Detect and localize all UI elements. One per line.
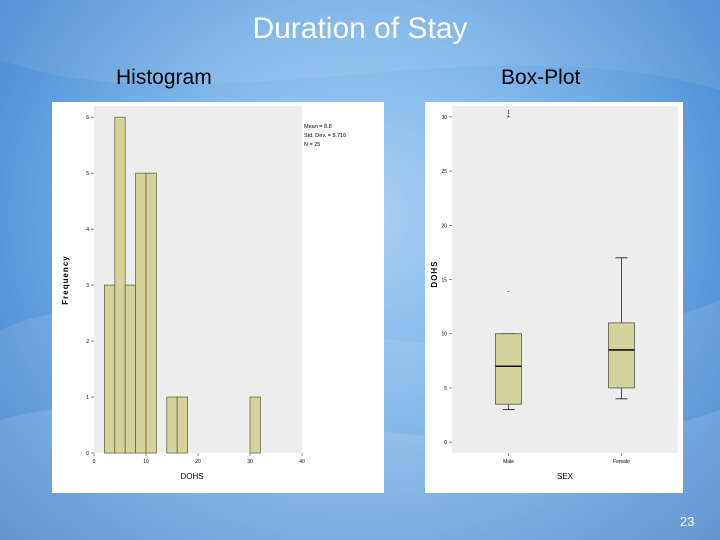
boxplot-panel: 0 5 10 15 20 25 30 Male Female - * 1 SEX DOHS xyxy=(425,102,683,493)
boxplot-y-label: DOHS xyxy=(430,260,439,287)
histogram-y-tick-label: 2 xyxy=(86,339,89,345)
boxplot-y-tick-label: 10 xyxy=(441,332,447,338)
histogram-x-tick-label: 20 xyxy=(195,459,201,465)
histogram-bar-5 xyxy=(166,396,178,454)
histogram-x-tick-label: 30 xyxy=(247,459,253,465)
boxplot-y-tick-label: 15 xyxy=(441,278,447,284)
boxplot-x-label: SEX xyxy=(557,472,574,481)
histogram-y-label: Frequency xyxy=(61,255,70,304)
histogram-bar-2 xyxy=(124,284,136,454)
histogram-y-tick-label: 6 xyxy=(86,115,89,121)
slide-title: Duration of Stay xyxy=(252,12,468,45)
histogram-y-tick-label: 0 xyxy=(86,451,89,457)
histogram-chart: 0 10 20 30 40 0 1 2 3 4 5 6 DOHS Frequency Mean = … xyxy=(61,106,346,481)
histogram-x-tick-label: 0 xyxy=(93,459,96,465)
slide-number: 23 xyxy=(680,514,695,529)
histogram-heading: Histogram xyxy=(116,66,212,89)
boxplot-y-tick-label: 30 xyxy=(441,115,447,121)
boxplot-box-female xyxy=(608,322,635,389)
boxplot-box-male xyxy=(495,333,522,405)
histogram-y-tick-label: 1 xyxy=(86,395,89,401)
boxplot-plot-area xyxy=(452,106,678,453)
boxplot-y-tick-label: 25 xyxy=(441,169,447,175)
histogram-bar-4 xyxy=(145,172,157,454)
histogram-stat-stddev: Std. Dev. = 5.716 xyxy=(304,133,346,139)
boxplot-outlier-label-1: 1 xyxy=(507,110,510,116)
boxplot-y-tick-label: 0 xyxy=(444,440,447,446)
histogram-stat-mean: Mean = 8.8 xyxy=(304,124,332,130)
histogram-x-label: DOHS xyxy=(180,472,203,481)
boxplot-outlier-1: * xyxy=(507,115,510,122)
histogram-bar-3 xyxy=(135,172,147,454)
boxplot-category-label-female: Female xyxy=(613,459,630,465)
histogram-bar-1 xyxy=(114,116,126,454)
boxplot-y-tick-label: 20 xyxy=(441,223,447,229)
histogram-panel: 0 10 20 30 40 0 1 2 3 4 5 6 DOHS Frequency Mean = … xyxy=(52,102,384,493)
histogram-bar-6 xyxy=(176,396,188,454)
histogram-bar-7 xyxy=(249,396,261,454)
boxplot-outlier-0: - xyxy=(507,288,510,295)
boxplot-category-label-male: Male xyxy=(503,459,514,465)
histogram-x-tick-label: 10 xyxy=(143,459,149,465)
histogram-y-tick-label: 4 xyxy=(86,227,89,233)
histogram-y-tick-label: 5 xyxy=(86,171,89,177)
boxplot-heading: Box-Plot xyxy=(501,66,581,89)
boxplot-chart: 0 5 10 15 20 25 30 Male Female - *1 SEX DOHS xyxy=(430,106,678,481)
boxplot-y-tick-label: 5 xyxy=(444,386,447,392)
histogram-bar-0 xyxy=(104,284,116,454)
histogram-stat-n: N = 25 xyxy=(304,142,320,148)
histogram-y-tick-label: 3 xyxy=(86,283,89,289)
histogram-x-tick-label: 40 xyxy=(299,459,305,465)
